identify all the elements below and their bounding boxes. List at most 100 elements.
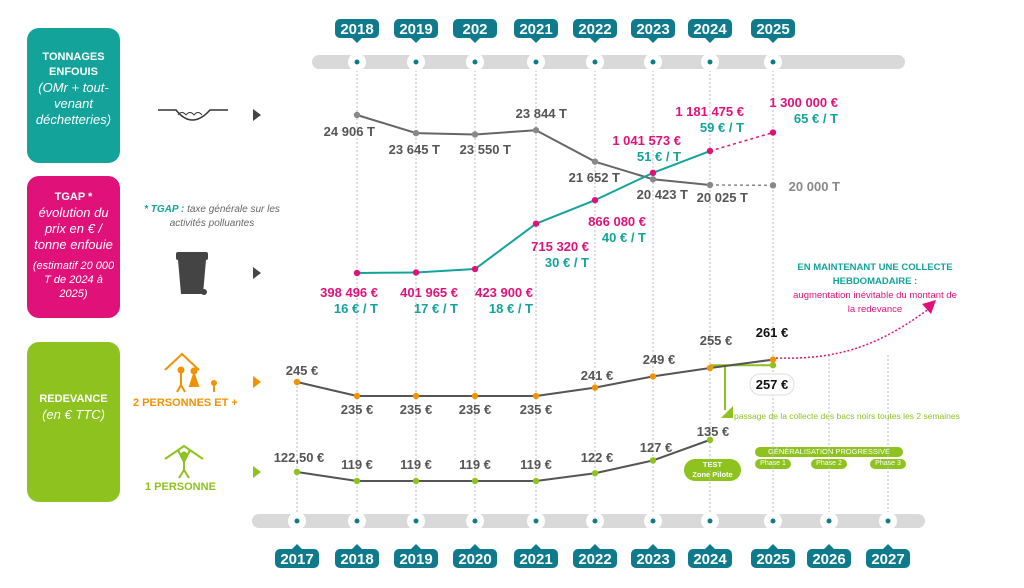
redevance-multi-point xyxy=(412,392,420,400)
tonnage-value-label: 23 844 T xyxy=(516,106,567,121)
timeline-bar xyxy=(312,55,905,69)
year-label: 2019 xyxy=(399,551,432,568)
redevance-single-point xyxy=(353,477,361,485)
test-zone-badge: TEST Zone Pilote xyxy=(684,459,741,481)
redevance-multi-label: 235 € xyxy=(520,402,553,417)
timeline-dot xyxy=(826,518,832,524)
tonnage-value-label: 23 645 T xyxy=(389,142,440,157)
tgap-point xyxy=(591,196,599,204)
year-badge xyxy=(688,19,732,38)
year-badge-pointer xyxy=(768,544,778,549)
year-badge xyxy=(631,549,675,568)
tonnage-segment xyxy=(652,178,711,186)
tgap-segment xyxy=(594,171,654,202)
tgap-footnote: * TGAP : taxe générale sur les activités… xyxy=(132,203,292,231)
redevance-multi-point xyxy=(353,392,361,400)
timeline-dot xyxy=(472,59,478,65)
timeline-dot xyxy=(533,59,539,65)
tonnage-segment xyxy=(535,129,596,163)
tonnage-value-label: 20 000 T xyxy=(789,179,840,194)
year-badge-pointer xyxy=(590,38,600,43)
redevance-single-label: 119 € xyxy=(341,457,373,472)
timeline-dot xyxy=(650,59,656,65)
footnote-key: * TGAP : xyxy=(144,204,185,215)
year-badge xyxy=(807,549,851,568)
test-label: TEST xyxy=(702,460,723,469)
weekly-trend-arrow xyxy=(775,307,931,359)
redevance-single-label: 119 € xyxy=(520,457,552,472)
tgap-segment xyxy=(652,150,711,174)
redevance-section-label: REDEVANCE (en € TTC) xyxy=(27,342,120,502)
weekly-title: EN MAINTENANT UNE COLLECTE HEBDOMADAIRE … xyxy=(797,262,953,287)
arrow-right-icon xyxy=(253,466,261,478)
year-label: 2021 xyxy=(519,551,552,568)
year-label: 2023 xyxy=(636,551,669,568)
redevance-single-point xyxy=(649,457,657,464)
group-label-single: 1 PERSONNE xyxy=(145,481,216,493)
tonnage-value-label: 20 423 T xyxy=(637,187,688,202)
timeline-dot xyxy=(354,59,360,65)
year-label: 2017 xyxy=(280,551,313,568)
tonnage-subtitle: (OMr + tout-venant déchetteries) xyxy=(35,80,112,127)
year-badge xyxy=(453,549,497,568)
tgap-per-tonne-label: 40 € / T xyxy=(602,230,646,245)
year-label: 2019 xyxy=(399,21,432,38)
redevance-alt-label: 257 € xyxy=(756,377,789,392)
redevance-single-label: 119 € xyxy=(400,457,432,472)
test-sub-label: Zone Pilote xyxy=(692,470,733,479)
tonnage-section-label: TONNAGES ENFOUIS (OMr + tout-venant déch… xyxy=(27,28,120,163)
year-badge xyxy=(573,19,617,38)
year-label: 2024 xyxy=(693,21,727,38)
tgap-point xyxy=(412,269,420,276)
tonnage-point xyxy=(353,111,361,119)
redevance-single-point xyxy=(532,477,540,485)
tgap-amount-label: 866 080 € xyxy=(588,214,646,229)
redevance-single-label: 135 € xyxy=(697,424,730,439)
redevance-alt-point xyxy=(769,362,777,369)
tgap-estimate-note: (estimatif 20 000 T de 2024 à 2025) xyxy=(32,260,115,300)
timeline-dot xyxy=(472,518,478,524)
tgap-per-tonne-label: 16 € / T xyxy=(334,301,378,316)
year-badge xyxy=(751,549,795,568)
tonnage-value-label: 21 652 T xyxy=(569,170,620,185)
year-badge-pointer xyxy=(705,38,715,43)
redevance-single-point xyxy=(293,468,301,476)
timeline-dot xyxy=(707,59,713,65)
year-label: 2023 xyxy=(636,21,669,38)
year-badge xyxy=(514,549,558,568)
arrow-icon xyxy=(922,300,936,314)
redevance-single-segment xyxy=(535,472,596,482)
tonnage-value-label: 23 550 T xyxy=(460,142,511,157)
year-badge-pointer xyxy=(824,544,834,549)
tgap-segment xyxy=(535,199,596,225)
arrow-right-icon xyxy=(253,376,261,388)
tgap-per-tonne-label: 30 € / T xyxy=(545,255,589,270)
redevance-title: REDEVANCE xyxy=(39,393,108,405)
year-badge-pointer xyxy=(470,544,480,549)
year-badge xyxy=(394,19,438,38)
year-badge xyxy=(866,549,910,568)
tonnage-point xyxy=(412,129,420,137)
family-house-icon xyxy=(164,352,217,393)
arrow-right-icon xyxy=(253,267,261,279)
timeline-dot xyxy=(592,518,598,524)
year-label: 2022 xyxy=(578,21,611,38)
redevance-multi-point xyxy=(649,373,657,380)
year-label: 2024 xyxy=(693,551,727,568)
arrow-icon xyxy=(721,406,733,418)
tgap-amount-label: 423 900 € xyxy=(475,285,533,300)
year-badge xyxy=(335,19,379,38)
tonnage-point xyxy=(532,127,540,134)
year-badge xyxy=(394,549,438,568)
redevance-multi-point xyxy=(532,392,540,400)
tonnage-point xyxy=(471,131,479,138)
year-label: 2025 xyxy=(756,551,789,568)
single-person-icon xyxy=(164,444,204,479)
year-badge xyxy=(573,549,617,568)
year-badge-pointer xyxy=(531,38,541,43)
tgap-title: TGAP * xyxy=(54,191,93,203)
year-label: 202 xyxy=(462,21,487,38)
tgap-point xyxy=(471,265,479,273)
tonnage-point xyxy=(706,181,714,189)
tgap-amount-label: 715 320 € xyxy=(531,239,589,254)
